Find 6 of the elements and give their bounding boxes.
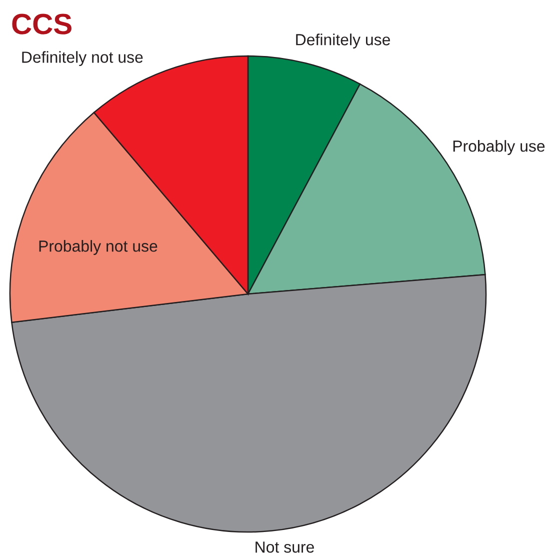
slice-label: Definitely use [296, 34, 390, 48]
slice-label: Definitely not use [22, 51, 143, 66]
slice-label: Probably not use [39, 240, 158, 255]
slice-label: Probably use [453, 140, 545, 155]
chart-title: CCS [12, 14, 72, 34]
slice-label: Not sure [256, 542, 314, 553]
